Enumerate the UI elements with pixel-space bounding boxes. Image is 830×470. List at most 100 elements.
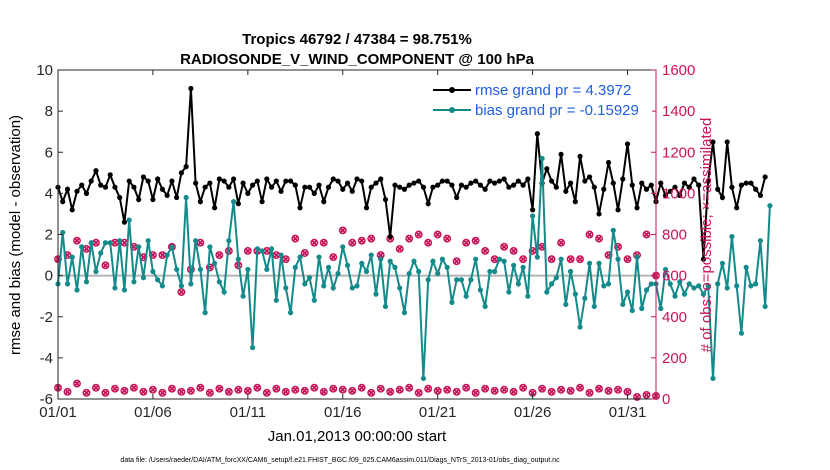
rmse-marker [207,180,213,186]
bias-marker [492,268,498,275]
obs-possible-marker [642,390,651,399]
bias-marker [667,281,673,287]
obs-possible-marker [167,384,176,393]
obs-assimilated-marker [244,387,252,395]
rmse-marker [743,180,749,186]
rmse-marker [330,176,336,182]
obs-possible-marker [205,263,214,272]
obs-assimilated-marker [216,251,223,259]
obs-assimilated-marker [443,386,451,393]
bias-marker [662,266,669,273]
obs-possible-marker [595,384,603,393]
obs-assimilated-marker [491,255,498,263]
bias-marker [406,270,412,277]
bias-marker [496,256,502,262]
bias-marker [634,254,640,260]
obs-assimilated-marker [624,255,631,263]
obs-possible-marker [348,386,357,395]
obs-possible-marker [243,386,252,395]
obs-possible-marker [576,255,585,264]
bias-marker [79,244,85,250]
rmse-marker [563,188,569,194]
bias-marker [64,281,71,287]
obs-possible-marker [557,238,566,247]
rmse-marker [325,184,332,190]
rmse-marker [102,184,109,190]
rmse-marker [202,184,208,190]
obs-assimilated-marker [130,384,138,391]
legend-rmse-marker [449,87,455,93]
obs-assimilated-marker [453,257,460,265]
rmse-marker [596,211,602,217]
obs-assimilated-marker [263,247,271,255]
bias-marker [411,258,417,264]
obs-possible-marker [395,244,404,253]
rmse-marker [454,194,460,201]
bias-marker [719,260,726,266]
obs-assimilated-marker [73,380,81,387]
bias-marker [596,260,602,266]
bias-marker [164,252,170,258]
rmse-marker [715,186,721,192]
x-tick-label: 01/11 [230,404,266,421]
y-right-tick-label: 1400 [662,103,695,120]
bias-marker [605,281,612,287]
obs-possible-marker [139,387,148,396]
rmse-marker [264,176,270,182]
obs-possible-marker [329,253,338,262]
obs-assimilated-marker [434,231,441,238]
obs-assimilated-marker [358,237,365,244]
rmse-marker [121,219,128,225]
obs-assimilated-marker [235,386,242,393]
obs-assimilated-marker [64,388,71,396]
rmse-marker [544,166,550,172]
rmse-marker [567,180,574,186]
bias-marker [83,279,90,285]
rmse-marker [753,186,759,192]
bias-marker [335,270,341,277]
bias-marker [468,277,474,283]
obs-assimilated-marker [548,388,555,396]
x-tick-label: 01/01 [39,404,77,421]
obs-assimilated-marker [529,389,536,397]
rmse-marker [321,199,327,205]
rmse-marker [411,180,417,186]
obs-possible-marker [519,383,528,392]
legend-rmse-label: rmse grand pr = 4.3972 [475,82,631,99]
legend-bias-label: bias grand pr = -0.15929 [475,102,639,119]
obs-assimilated-marker [415,231,422,238]
obs-assimilated-marker [405,384,413,391]
obs-possible-marker [338,385,347,394]
bias-marker [354,283,360,289]
bias-marker [316,254,322,260]
rmse-marker [79,182,85,188]
series-layer [55,85,773,382]
obs-possible-marker [73,236,81,245]
bias-marker [567,268,574,275]
obs-assimilated-marker [595,235,603,242]
rmse-marker [548,178,555,184]
obs-possible-marker [291,385,300,394]
obs-possible-marker [129,383,138,392]
obs-assimilated-marker [254,384,261,391]
obs-possible-marker [234,385,243,394]
rmse-marker [98,182,104,188]
bias-marker [278,252,284,258]
rmse-marker [757,192,764,199]
obs-possible-marker [509,247,518,255]
rmse-marker [178,170,184,176]
rmse-marker [245,190,251,196]
rmse-marker [658,180,664,186]
rmse-marker [530,207,536,213]
rmse-marker [268,184,275,190]
obs-assimilated-marker [510,388,517,396]
rmse-marker [605,159,612,166]
obs-assimilated-marker [339,386,346,393]
rmse-marker [473,178,479,184]
chart-title-line1: Tropics 46792 / 47384 = 98.751% [242,31,472,48]
rmse-marker [648,182,654,188]
rmse-marker [492,180,498,186]
rmse-marker [363,205,370,211]
bias-marker [620,301,626,308]
bias-marker [249,344,256,351]
